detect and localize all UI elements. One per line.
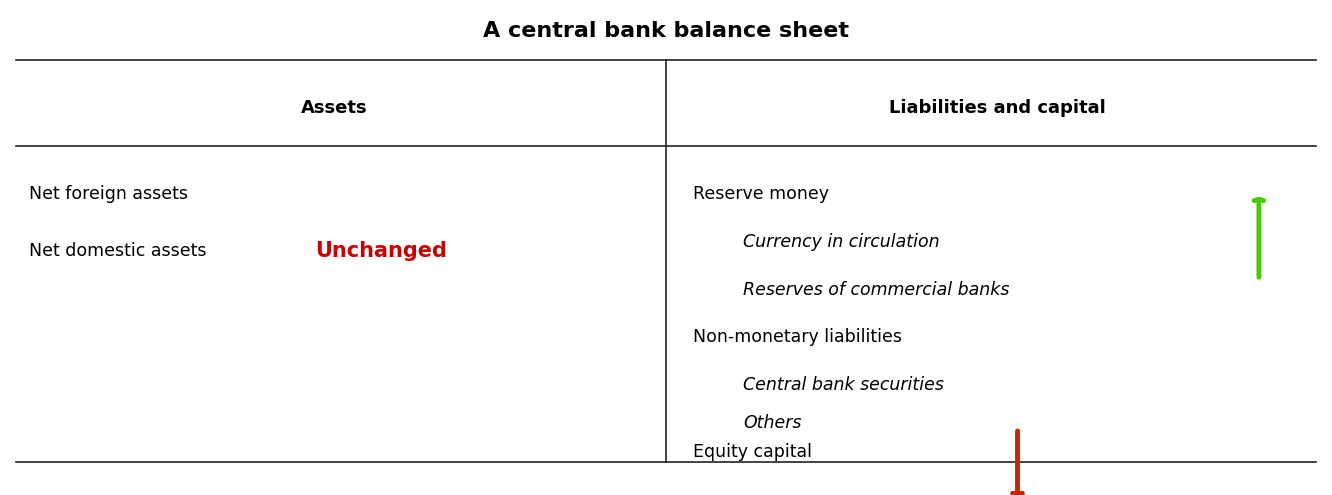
- Text: Reserves of commercial banks: Reserves of commercial banks: [743, 281, 1010, 298]
- Text: Net domestic assets: Net domestic assets: [29, 243, 206, 260]
- Text: Central bank securities: Central bank securities: [743, 376, 944, 394]
- Text: Assets: Assets: [301, 99, 368, 117]
- Text: Non-monetary liabilities: Non-monetary liabilities: [693, 328, 902, 346]
- Text: A central bank balance sheet: A central bank balance sheet: [484, 21, 848, 42]
- Text: Others: Others: [743, 414, 802, 433]
- Text: Currency in circulation: Currency in circulation: [743, 233, 939, 251]
- Text: Liabilities and capital: Liabilities and capital: [890, 99, 1106, 117]
- Text: Net foreign assets: Net foreign assets: [29, 185, 188, 203]
- Text: Equity capital: Equity capital: [693, 443, 811, 461]
- Text: Reserve money: Reserve money: [693, 185, 829, 203]
- Text: Unchanged: Unchanged: [314, 242, 446, 261]
